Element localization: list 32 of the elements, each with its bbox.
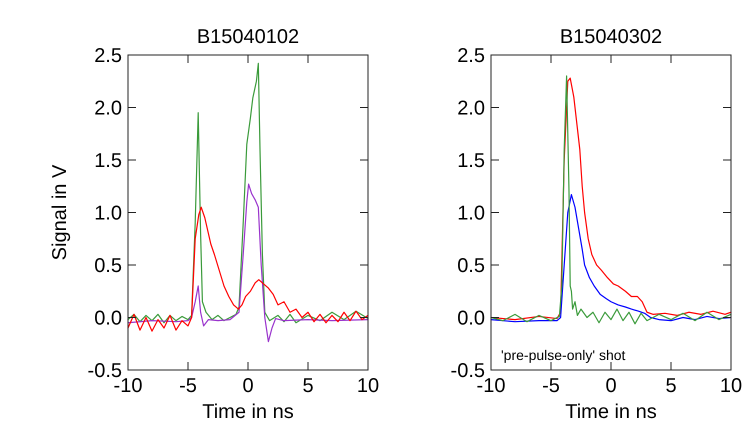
y-tick-label: 1.5: [457, 150, 485, 172]
y-tick-label: 0.0: [457, 308, 485, 330]
x-tick-label: 0: [605, 375, 617, 397]
line-series: [490, 194, 732, 322]
chart-title: B15040302: [560, 26, 662, 48]
x-tick-label: 5: [302, 375, 314, 397]
y-tick-label: -0.5: [450, 360, 485, 382]
y-axis-title: Signal in V: [49, 164, 71, 260]
y-tick-label: 2.0: [94, 98, 122, 120]
x-tick-label: -5: [542, 375, 560, 397]
y-tick-label: 2.5: [457, 45, 485, 67]
annotation: 'pre-pulse-only' shot: [501, 347, 626, 363]
x-tick-label: 10: [720, 375, 742, 397]
y-tick-label: -0.5: [88, 360, 122, 382]
y-tick-label: 0.0: [94, 308, 122, 330]
line-series: [127, 62, 369, 324]
y-tick-label: 1.0: [94, 202, 122, 224]
x-tick-label: 0: [242, 375, 254, 397]
line-series: [127, 206, 369, 332]
x-tick-label: 10: [356, 375, 380, 397]
y-tick-label: 1.0: [457, 202, 485, 224]
y-tick-label: 2.0: [457, 98, 485, 120]
y-tick-label: 1.5: [94, 150, 122, 172]
x-axis-title: Time in ns: [565, 401, 657, 423]
chart-title: B15040102: [196, 26, 300, 48]
line-series: [127, 184, 369, 342]
x-tick-label: 5: [665, 375, 677, 397]
y-tick-label: 0.5: [457, 255, 485, 277]
y-tick-label: 2.5: [94, 45, 122, 67]
x-axis-title: Time in ns: [202, 401, 294, 423]
y-tick-label: 0.5: [94, 255, 122, 277]
x-tick-label: -5: [179, 375, 197, 397]
